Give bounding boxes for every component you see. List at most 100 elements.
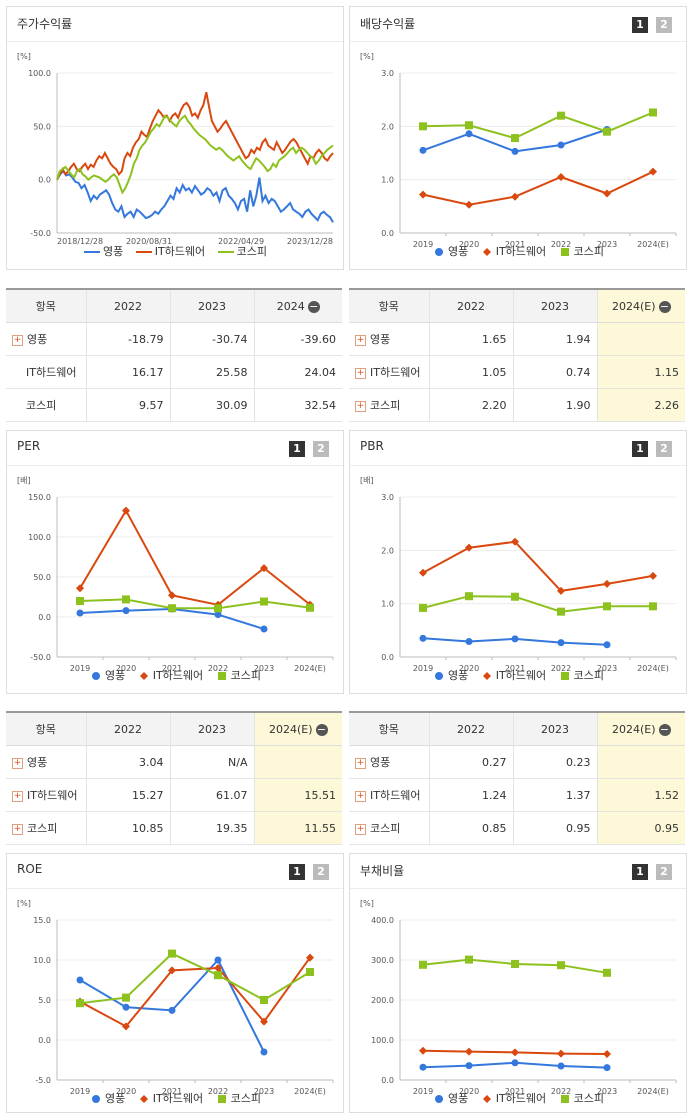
data-point[interactable]	[419, 603, 427, 612]
data-point[interactable]	[122, 506, 130, 515]
expand-icon[interactable]: +	[12, 334, 23, 346]
legend-item[interactable]: 코스피	[558, 1090, 604, 1106]
legend-item[interactable]: IT하드웨어	[135, 243, 205, 259]
tab-2-button[interactable]: 2	[313, 441, 329, 457]
row-label-cell[interactable]: + 영풍	[349, 745, 429, 779]
data-point[interactable]	[465, 592, 473, 601]
legend-item[interactable]: 코스피	[215, 1090, 261, 1106]
data-point[interactable]	[168, 949, 176, 958]
data-point[interactable]	[260, 1017, 268, 1026]
data-point[interactable]	[419, 634, 427, 642]
data-point[interactable]	[214, 956, 222, 964]
data-point[interactable]	[306, 968, 314, 976]
tab-2-button[interactable]: 2	[656, 864, 672, 880]
data-point[interactable]	[306, 953, 314, 962]
data-point[interactable]	[260, 597, 268, 606]
data-point[interactable]	[260, 1048, 268, 1056]
data-point[interactable]	[465, 1062, 473, 1070]
legend-item[interactable]: 영풍	[432, 243, 468, 259]
data-point[interactable]	[511, 592, 519, 601]
tab-1-button[interactable]: 1	[632, 864, 648, 880]
legend-item[interactable]: 영풍	[432, 667, 468, 683]
data-point[interactable]	[557, 1049, 565, 1058]
data-point[interactable]	[122, 595, 130, 604]
data-point[interactable]	[557, 961, 565, 970]
data-point[interactable]	[168, 604, 176, 613]
data-point[interactable]	[260, 996, 268, 1004]
expand-icon[interactable]: +	[12, 757, 23, 769]
collapse-icon[interactable]: −	[658, 299, 671, 313]
data-point[interactable]	[603, 579, 611, 588]
data-point[interactable]	[260, 564, 268, 573]
data-point[interactable]	[122, 993, 130, 1002]
row-label-cell[interactable]: + IT하드웨어	[349, 355, 429, 389]
data-point[interactable]	[122, 1003, 130, 1011]
legend-item[interactable]: 코스피	[215, 667, 261, 683]
legend-item[interactable]: 코스피	[558, 243, 604, 259]
data-point[interactable]	[419, 122, 427, 131]
legend-item[interactable]: 코스피	[217, 243, 267, 259]
data-point[interactable]	[419, 146, 427, 154]
data-point[interactable]	[649, 602, 657, 611]
data-point[interactable]	[214, 604, 222, 613]
data-point[interactable]	[465, 1047, 473, 1056]
data-point[interactable]	[649, 167, 657, 176]
expand-icon[interactable]: +	[12, 790, 23, 802]
data-point[interactable]	[214, 964, 222, 972]
legend-item[interactable]: IT하드웨어	[480, 667, 546, 683]
tab-1-button[interactable]: 1	[632, 17, 648, 33]
data-point[interactable]	[557, 111, 565, 120]
data-point[interactable]	[419, 190, 427, 199]
data-point[interactable]	[603, 968, 611, 977]
collapse-icon[interactable]: −	[315, 722, 328, 736]
data-point[interactable]	[511, 134, 519, 143]
data-point[interactable]	[603, 1064, 611, 1072]
data-point[interactable]	[557, 1062, 565, 1070]
data-point[interactable]	[603, 189, 611, 198]
data-point[interactable]	[603, 1050, 611, 1058]
expand-icon[interactable]: +	[355, 757, 366, 769]
data-point[interactable]	[214, 971, 222, 980]
data-point[interactable]	[76, 999, 84, 1008]
data-point[interactable]	[511, 1048, 519, 1057]
data-point[interactable]	[511, 960, 519, 968]
legend-item[interactable]: IT하드웨어	[137, 667, 203, 683]
data-point[interactable]	[557, 141, 565, 149]
data-point[interactable]	[649, 571, 657, 580]
data-point[interactable]	[649, 108, 657, 117]
data-point[interactable]	[511, 192, 519, 201]
data-point[interactable]	[557, 586, 565, 595]
data-point[interactable]	[465, 121, 473, 130]
data-point[interactable]	[557, 607, 565, 616]
data-point[interactable]	[419, 1063, 427, 1071]
expand-icon[interactable]: +	[355, 823, 366, 835]
legend-item[interactable]: 영풍	[432, 1090, 468, 1106]
data-point[interactable]	[603, 641, 611, 649]
data-point[interactable]	[260, 625, 268, 633]
data-point[interactable]	[419, 960, 427, 969]
data-point[interactable]	[465, 200, 473, 209]
expand-icon[interactable]: +	[355, 367, 366, 379]
data-point[interactable]	[557, 639, 565, 647]
data-point[interactable]	[168, 1006, 176, 1014]
row-label-cell[interactable]: + 영풍	[6, 322, 86, 356]
data-point[interactable]	[465, 543, 473, 552]
data-point[interactable]	[122, 607, 130, 615]
data-point[interactable]	[511, 635, 519, 643]
collapse-icon[interactable]: −	[658, 722, 671, 736]
data-point[interactable]	[122, 1022, 130, 1031]
data-point[interactable]	[511, 537, 519, 546]
tab-1-button[interactable]: 1	[289, 441, 305, 457]
data-point[interactable]	[603, 127, 611, 136]
legend-item[interactable]: IT하드웨어	[480, 243, 546, 259]
data-point[interactable]	[214, 611, 222, 619]
data-point[interactable]	[511, 147, 519, 155]
legend-item[interactable]: IT하드웨어	[137, 1090, 203, 1106]
data-point[interactable]	[76, 609, 84, 617]
row-label-cell[interactable]: + IT하드웨어	[349, 778, 429, 812]
data-point[interactable]	[306, 603, 314, 612]
data-point[interactable]	[419, 568, 427, 577]
expand-icon[interactable]: +	[12, 823, 23, 835]
tab-1-button[interactable]: 1	[289, 864, 305, 880]
legend-item[interactable]: 영풍	[89, 1090, 125, 1106]
